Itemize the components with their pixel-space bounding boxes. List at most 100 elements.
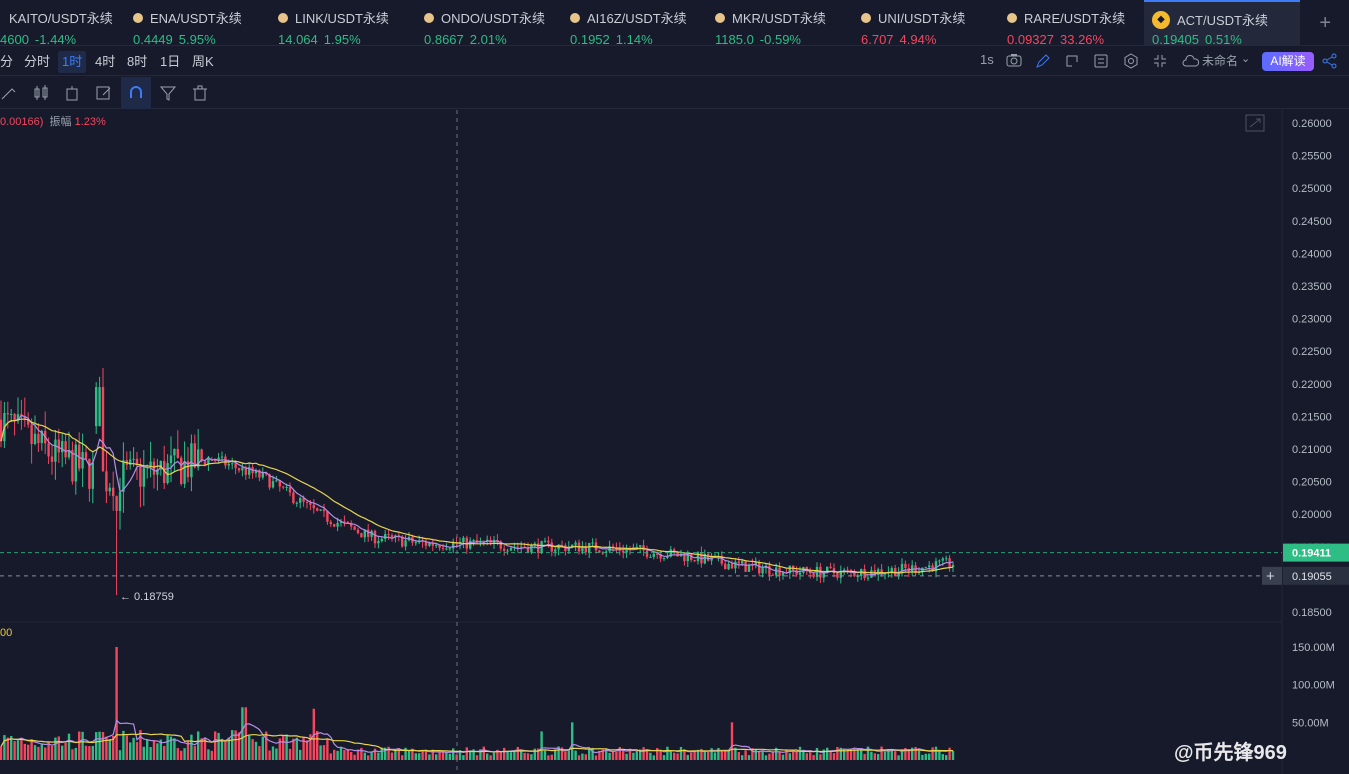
volume-bar xyxy=(421,750,424,760)
data-window-icon[interactable] xyxy=(1093,53,1109,69)
ticker-tab[interactable]: LINK/USDT永续 14.064 1.95% xyxy=(278,0,418,47)
measure-tool-icon[interactable] xyxy=(57,77,87,109)
candle-body xyxy=(27,419,30,425)
volume-bar xyxy=(387,746,390,760)
ticker-change: -0.59% xyxy=(759,32,801,47)
candle-body xyxy=(112,487,115,497)
volume-bar xyxy=(50,746,54,760)
volume-bar xyxy=(526,753,530,760)
volume-bar xyxy=(10,736,13,760)
volume-bar xyxy=(832,753,836,760)
crosshair-add-button[interactable] xyxy=(1262,566,1282,585)
volume-bar xyxy=(54,737,57,760)
ticker-symbol: AI16Z/USDT永续 xyxy=(587,11,687,26)
settings-icon[interactable] xyxy=(1123,53,1139,69)
volume-bar xyxy=(577,755,581,760)
candle-body xyxy=(159,460,162,470)
volume-bar xyxy=(6,737,9,760)
candle-body xyxy=(564,545,567,552)
volume-bar xyxy=(520,749,523,760)
volume-bar xyxy=(693,750,696,760)
ticker-tab[interactable]: ENA/USDT永续 0.4449 5.95% xyxy=(133,0,273,47)
candle-body xyxy=(105,471,108,492)
candlestick-chart[interactable]: 0.26000 0.25500 0.25000 0.24500 0.24000 0.235… xyxy=(0,110,1349,774)
magnet-tool-icon[interactable] xyxy=(121,77,151,109)
volume-tick-label: 150.00M xyxy=(1292,642,1335,654)
candle-body xyxy=(220,456,224,458)
pencil-icon[interactable] xyxy=(1035,53,1051,69)
volume-bar xyxy=(676,753,679,760)
volume-bar xyxy=(530,754,533,760)
candle-body xyxy=(169,455,173,464)
volume-bar xyxy=(768,753,771,760)
share-icon[interactable] xyxy=(1322,53,1338,69)
candle-body xyxy=(788,565,791,574)
cloud-icon[interactable] xyxy=(1182,54,1200,68)
candle-body xyxy=(356,529,360,534)
candle-body xyxy=(554,549,557,552)
ticker-tab[interactable]: UNI/USDT永续 6.707 4.94% xyxy=(861,0,1001,47)
volume-bar xyxy=(3,735,6,760)
volume-bar xyxy=(479,749,482,760)
candle-tool-icon[interactable] xyxy=(26,77,56,109)
plus-icon[interactable]: + xyxy=(1266,568,1275,585)
candle-body xyxy=(730,563,734,569)
candle-body xyxy=(173,448,176,456)
ticker-tab[interactable]: KAITO/USDT永续 4600 -1.44% xyxy=(0,0,124,47)
candle-body xyxy=(414,542,417,544)
fit-screen-icon[interactable] xyxy=(1245,114,1265,132)
ticker-tab[interactable]: ONDO/USDT永续 0.8667 2.01% xyxy=(424,0,564,47)
volume-bar xyxy=(132,737,135,760)
candle-body xyxy=(904,563,907,569)
volume-bar xyxy=(16,740,20,760)
line-tool-icon[interactable] xyxy=(0,77,24,109)
interval-minute[interactable]: 分 xyxy=(0,54,14,69)
interval-4h[interactable]: 4时 xyxy=(95,54,116,69)
interval-week[interactable]: 周K xyxy=(192,54,214,69)
note-tool-icon[interactable] xyxy=(89,77,119,109)
volume-bar xyxy=(231,730,234,760)
candle-body xyxy=(938,560,941,562)
speed-label[interactable]: 1s xyxy=(980,52,994,67)
interval-8h[interactable]: 8时 xyxy=(127,54,148,69)
ticker-change: 1.95% xyxy=(323,32,361,47)
interval-1d[interactable]: 1日 xyxy=(160,54,181,69)
volume-bar xyxy=(268,750,271,760)
interval-1h[interactable]: 1时 xyxy=(58,51,87,73)
ticker-tab[interactable]: MKR/USDT永续 1185.0 -0.59% xyxy=(715,0,855,47)
select-icon[interactable] xyxy=(1064,53,1080,69)
filter-tool-icon[interactable] xyxy=(153,77,183,109)
fullscreen-icon[interactable] xyxy=(1152,53,1168,69)
candle-body xyxy=(928,565,931,568)
interval-timeline[interactable]: 分时 xyxy=(24,54,51,69)
ai-analysis-button[interactable]: AI解读 xyxy=(1262,52,1314,71)
trash-icon[interactable] xyxy=(185,77,215,109)
volume-bar xyxy=(798,746,802,760)
candle-body xyxy=(33,433,37,445)
ticker-bar: KAITO/USDT永续 4600 -1.44% ENA/USDT永续 0.444… xyxy=(0,0,1349,47)
volume-bar xyxy=(635,750,638,760)
add-tab-icon[interactable]: + xyxy=(1319,12,1331,34)
ticker-tab[interactable]: AI16Z/USDT永续 0.1952 1.14% xyxy=(570,0,710,47)
candle-body xyxy=(316,508,319,511)
chevron-down-icon[interactable]: ⌄ xyxy=(1241,53,1251,65)
volume-bar xyxy=(248,735,251,760)
volume-bar xyxy=(0,746,3,760)
ticker-tab-active[interactable]: ◆ ACT/USDT永续 0.19405 0.51% xyxy=(1144,0,1300,47)
candle-body xyxy=(380,538,383,542)
candle-body xyxy=(866,577,870,579)
candle-body xyxy=(50,456,54,462)
volume-bar xyxy=(914,746,917,760)
candle-body xyxy=(591,542,594,544)
volume-bar xyxy=(778,751,781,760)
volume-bar xyxy=(618,747,621,760)
volume-bar xyxy=(741,755,744,760)
camera-icon[interactable] xyxy=(1006,53,1022,67)
candle-body xyxy=(462,537,465,542)
ticker-tab[interactable]: RARE/USDT永续 0.09327 33.26% xyxy=(1007,0,1147,47)
volume-bar xyxy=(186,741,190,760)
layout-name[interactable]: 未命名 xyxy=(1202,54,1239,68)
volume-bar xyxy=(125,735,128,760)
volume-bar xyxy=(564,751,567,760)
candle-body xyxy=(339,521,343,523)
